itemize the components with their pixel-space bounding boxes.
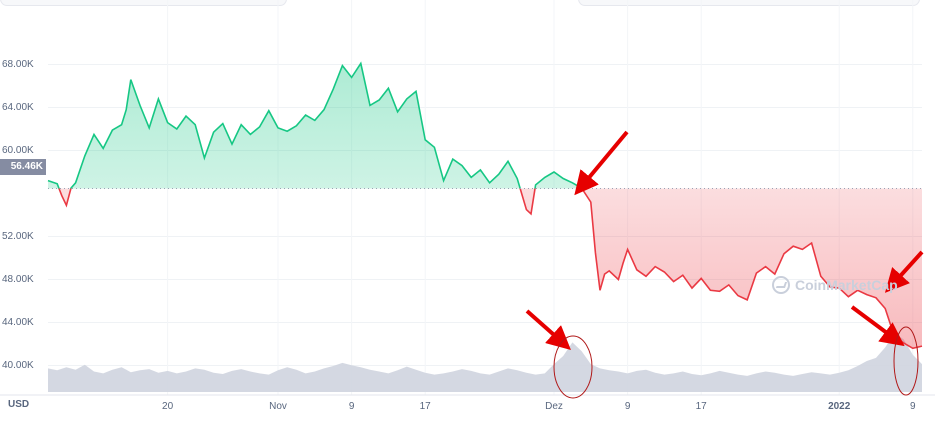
price-line-down: [58, 188, 923, 350]
y-tick-label: 40.00K: [2, 359, 34, 371]
current-price-badge: 56.46K: [0, 159, 46, 175]
y-tick-label: 64.00K: [2, 101, 34, 113]
annotation-arrow: [574, 130, 629, 196]
annotation-arrow: [525, 309, 571, 350]
y-tick-label: 68.00K: [2, 58, 34, 70]
y-tick-label: 52.00K: [2, 230, 34, 242]
x-tick-label: 9: [910, 401, 916, 412]
x-tick-label: 9: [624, 401, 631, 412]
y-tick-label: 60.00K: [2, 144, 34, 156]
coinmarketcap-logo-icon: [772, 276, 790, 294]
x-tick-label: 9: [348, 401, 355, 412]
annotation-ellipse: [893, 326, 919, 396]
watermark: CoinMarketCap: [772, 276, 898, 294]
x-tick-label: Nov: [269, 401, 287, 412]
price-area-below: [48, 188, 922, 349]
price-area-above: [48, 63, 582, 189]
currency-label: USD: [8, 399, 30, 410]
y-tick-label: 44.00K: [2, 316, 34, 328]
x-tick-label: Dez: [545, 401, 563, 412]
x-tick-label: 20: [162, 401, 174, 412]
annotation-arrow: [850, 305, 905, 347]
x-tick-label: 17: [419, 401, 431, 412]
volume-area: [48, 333, 922, 392]
price-line-up: [47, 61, 583, 189]
x-tick-label: 17: [695, 401, 707, 412]
annotation-ellipse: [553, 335, 593, 399]
watermark-text: CoinMarketCap: [795, 277, 898, 293]
x-tick-label: 2022: [828, 401, 851, 412]
y-tick-label: 48.00K: [2, 273, 34, 285]
annotation-arrow: [884, 250, 924, 293]
